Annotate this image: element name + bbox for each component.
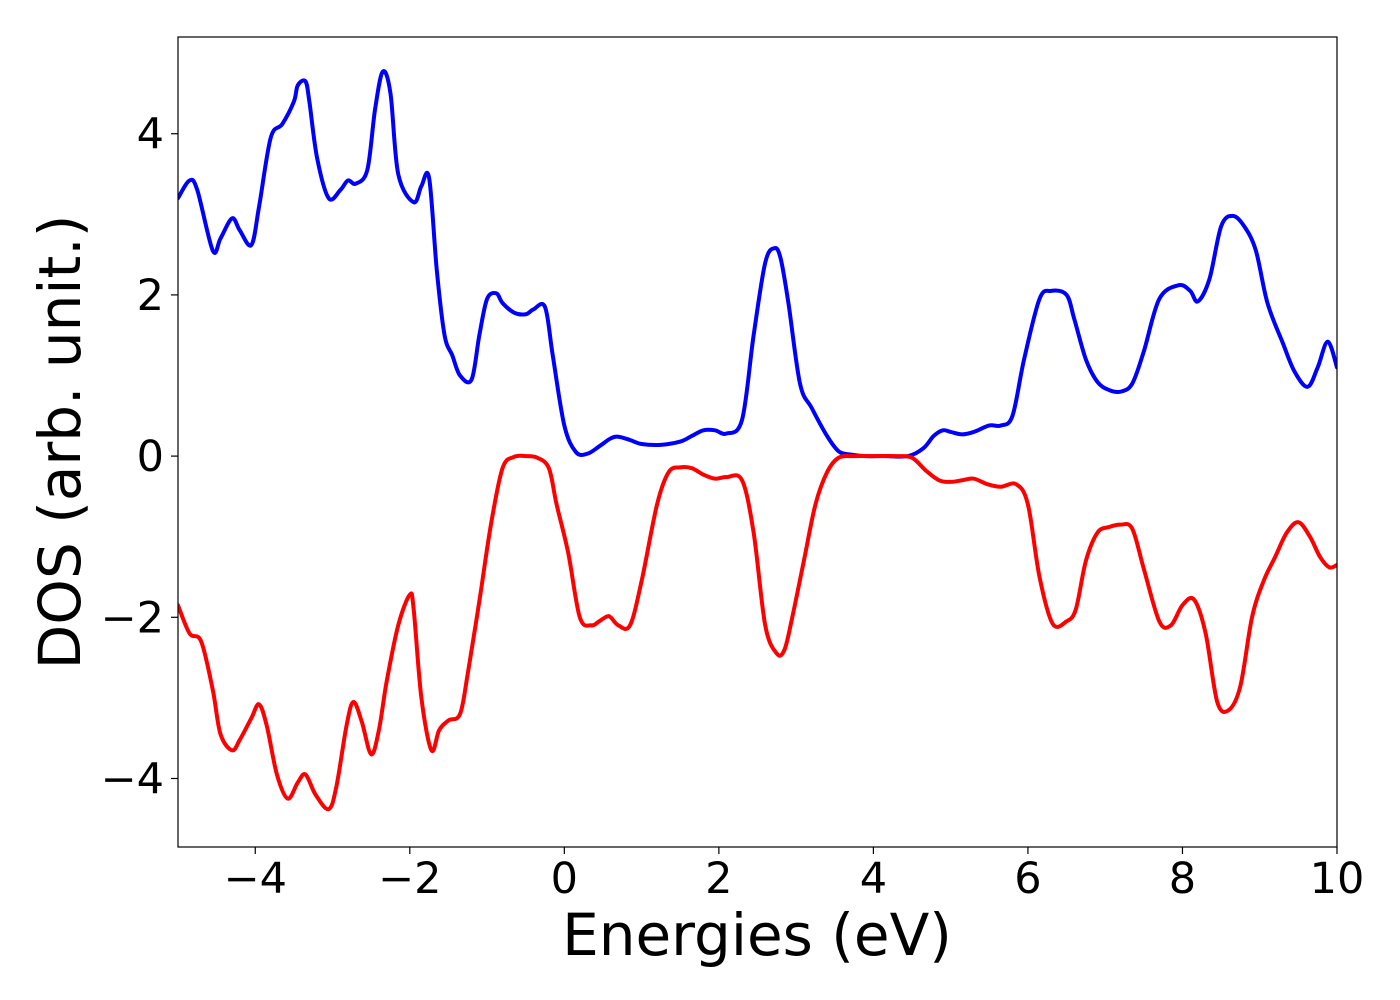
series-line-1 (178, 69, 1337, 459)
y-tick-label: 2 (137, 271, 164, 321)
x-tick-label: 4 (860, 854, 887, 904)
x-tick-label: 2 (705, 854, 732, 904)
x-tick-label: −4 (224, 854, 287, 904)
x-tick-label: 10 (1310, 854, 1365, 904)
series-layer (178, 69, 1337, 812)
x-tick-label: 6 (1014, 854, 1041, 904)
y-tick-label: 0 (137, 432, 164, 482)
y-tick-label: −4 (101, 754, 164, 804)
x-axis-label: Energies (eV) (562, 901, 952, 969)
y-tick-label: −2 (101, 593, 164, 643)
x-tick-label: −2 (378, 854, 441, 904)
y-axis-ticks: −4 −2 0 2 4 (101, 110, 178, 804)
plot-frame (177, 36, 1338, 848)
y-axis-label: DOS (arb. unit.) (26, 215, 94, 670)
x-tick-label: 0 (551, 854, 578, 904)
x-axis-ticks: −4 −2 0 2 4 6 8 10 (224, 847, 1365, 904)
x-tick-label: 8 (1169, 854, 1196, 904)
series-line-2 (178, 453, 1337, 812)
y-tick-label: 4 (137, 110, 164, 160)
